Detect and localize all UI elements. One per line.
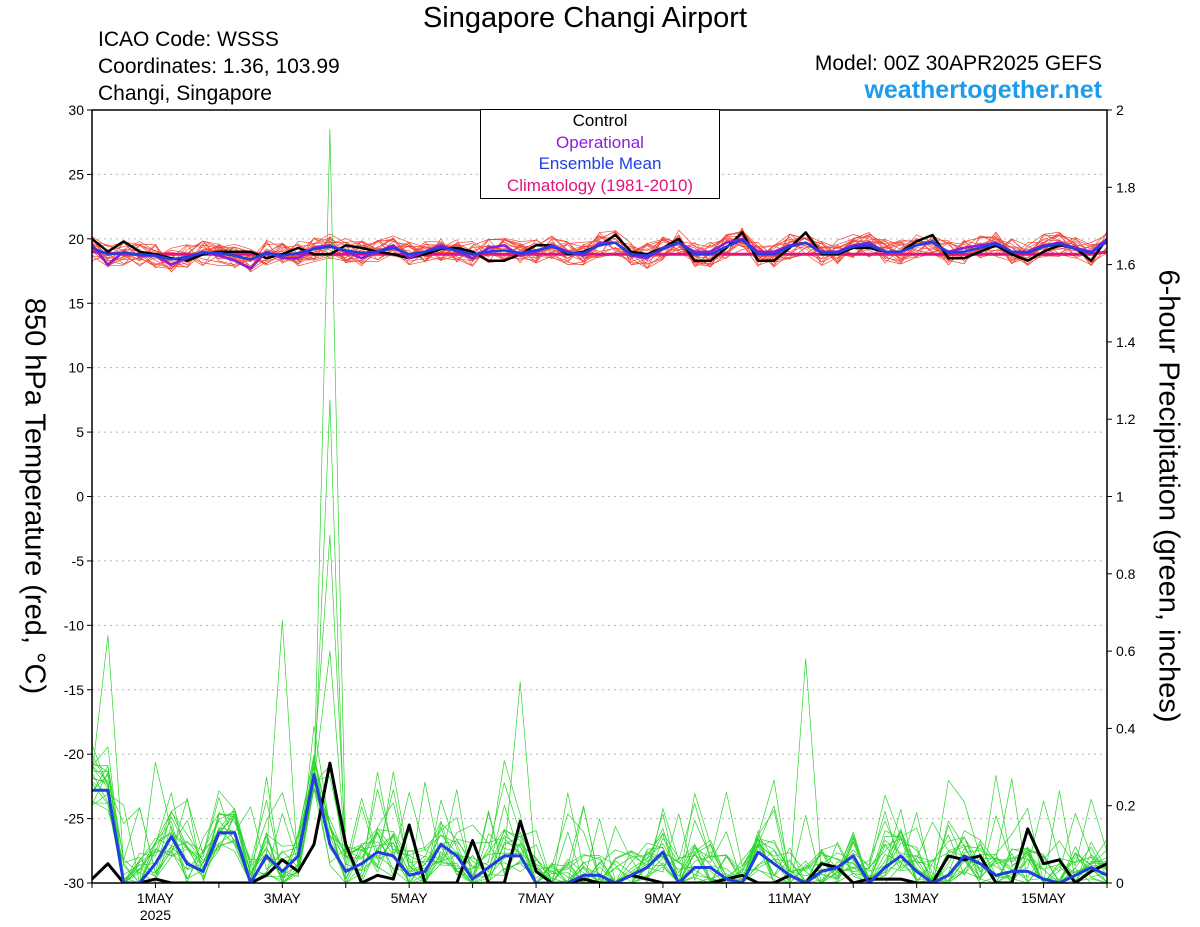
precipitation-member-line <box>92 744 1107 883</box>
right-tick-label: 2 <box>1116 102 1124 118</box>
temperature-member-line <box>92 232 1107 268</box>
precipitation-member-line <box>92 761 1107 883</box>
right-tick-label: 0.8 <box>1116 566 1136 582</box>
location-name: Changi, Singapore <box>98 82 272 105</box>
precipitation-member-line <box>92 128 1107 883</box>
right-tick-label: 1.8 <box>1116 179 1136 195</box>
right-tick-label: 1.4 <box>1116 334 1136 350</box>
x-tick-label: 9MAY <box>644 890 682 906</box>
legend: Control Operational Ensemble Mean Climat… <box>480 109 720 199</box>
right-tick-label: 1.2 <box>1116 411 1136 427</box>
x-tick-label: 15MAY <box>1021 890 1067 906</box>
plot-series <box>92 128 1107 883</box>
precipitation-member-line <box>92 770 1107 883</box>
legend-control: Control <box>572 111 628 130</box>
x-tick-label: 11MAY <box>768 890 812 906</box>
right-tick-label: 0.4 <box>1116 720 1136 736</box>
x-tick-sublabel: 2025 <box>140 907 171 923</box>
precipitation-member-line <box>92 755 1107 883</box>
legend-ensemble-mean: Ensemble Mean <box>538 154 662 173</box>
legend-climatology: Climatology (1981-2010) <box>506 175 694 195</box>
left-tick-label: -5 <box>72 553 85 569</box>
temperature-member-line <box>92 230 1107 273</box>
left-axis-label: 850 hPa Temperature (red, °C) <box>18 297 51 695</box>
ensemble-mean-temperature-line <box>92 238 1107 261</box>
right-tick-label: 0.6 <box>1116 643 1136 659</box>
model-run: Model: 00Z 30APR2025 GEFS <box>814 52 1102 75</box>
right-tick-label: 0 <box>1116 875 1124 891</box>
x-tick-label: 7MAY <box>518 890 556 906</box>
website-link[interactable]: weathertogether.net <box>864 76 1102 104</box>
precipitation-member-line <box>92 783 1107 883</box>
precipitation-member-line <box>92 754 1107 883</box>
left-tick-label: 25 <box>68 166 84 182</box>
plot-frame <box>91 109 1108 884</box>
x-tick-label: 5MAY <box>391 890 429 906</box>
left-tick-label: -30 <box>64 875 84 891</box>
icao-code: ICAO Code: WSSS <box>98 28 279 51</box>
right-axis-label: 6-hour Precipitation (green, inches) <box>1152 269 1185 723</box>
precipitation-member-line <box>92 788 1107 883</box>
precipitation-member-line <box>92 534 1107 883</box>
left-tick-label: -10 <box>64 617 84 633</box>
x-tick-label: 1MAY <box>137 890 175 906</box>
x-tick-label: 3MAY <box>264 890 302 906</box>
left-tick-label: -25 <box>64 811 84 827</box>
ensemble-mean-precipitation-line <box>92 773 1107 883</box>
left-tick-label: 20 <box>68 231 84 247</box>
x-tick-label: 13MAY <box>894 890 940 906</box>
precipitation-member-line <box>92 760 1107 883</box>
precipitation-member-line <box>92 399 1107 883</box>
precipitation-member-line <box>92 754 1107 883</box>
right-tick-label: 0.2 <box>1116 798 1136 814</box>
left-tick-label: 30 <box>68 102 84 118</box>
coordinates: Coordinates: 1.36, 103.99 <box>98 55 340 78</box>
legend-operational: Operational <box>556 132 644 152</box>
control-precipitation-line <box>92 761 1107 883</box>
left-tick-label: -15 <box>64 682 84 698</box>
left-tick-label: 15 <box>68 295 84 311</box>
left-tick-label: -20 <box>64 746 84 762</box>
chart-title: Singapore Changi Airport <box>422 2 748 34</box>
right-tick-label: 1.6 <box>1116 257 1136 273</box>
right-tick-label: 1 <box>1116 489 1124 505</box>
left-tick-label: 10 <box>68 360 84 376</box>
left-tick-label: 5 <box>76 424 84 440</box>
left-tick-label: 0 <box>76 489 84 505</box>
